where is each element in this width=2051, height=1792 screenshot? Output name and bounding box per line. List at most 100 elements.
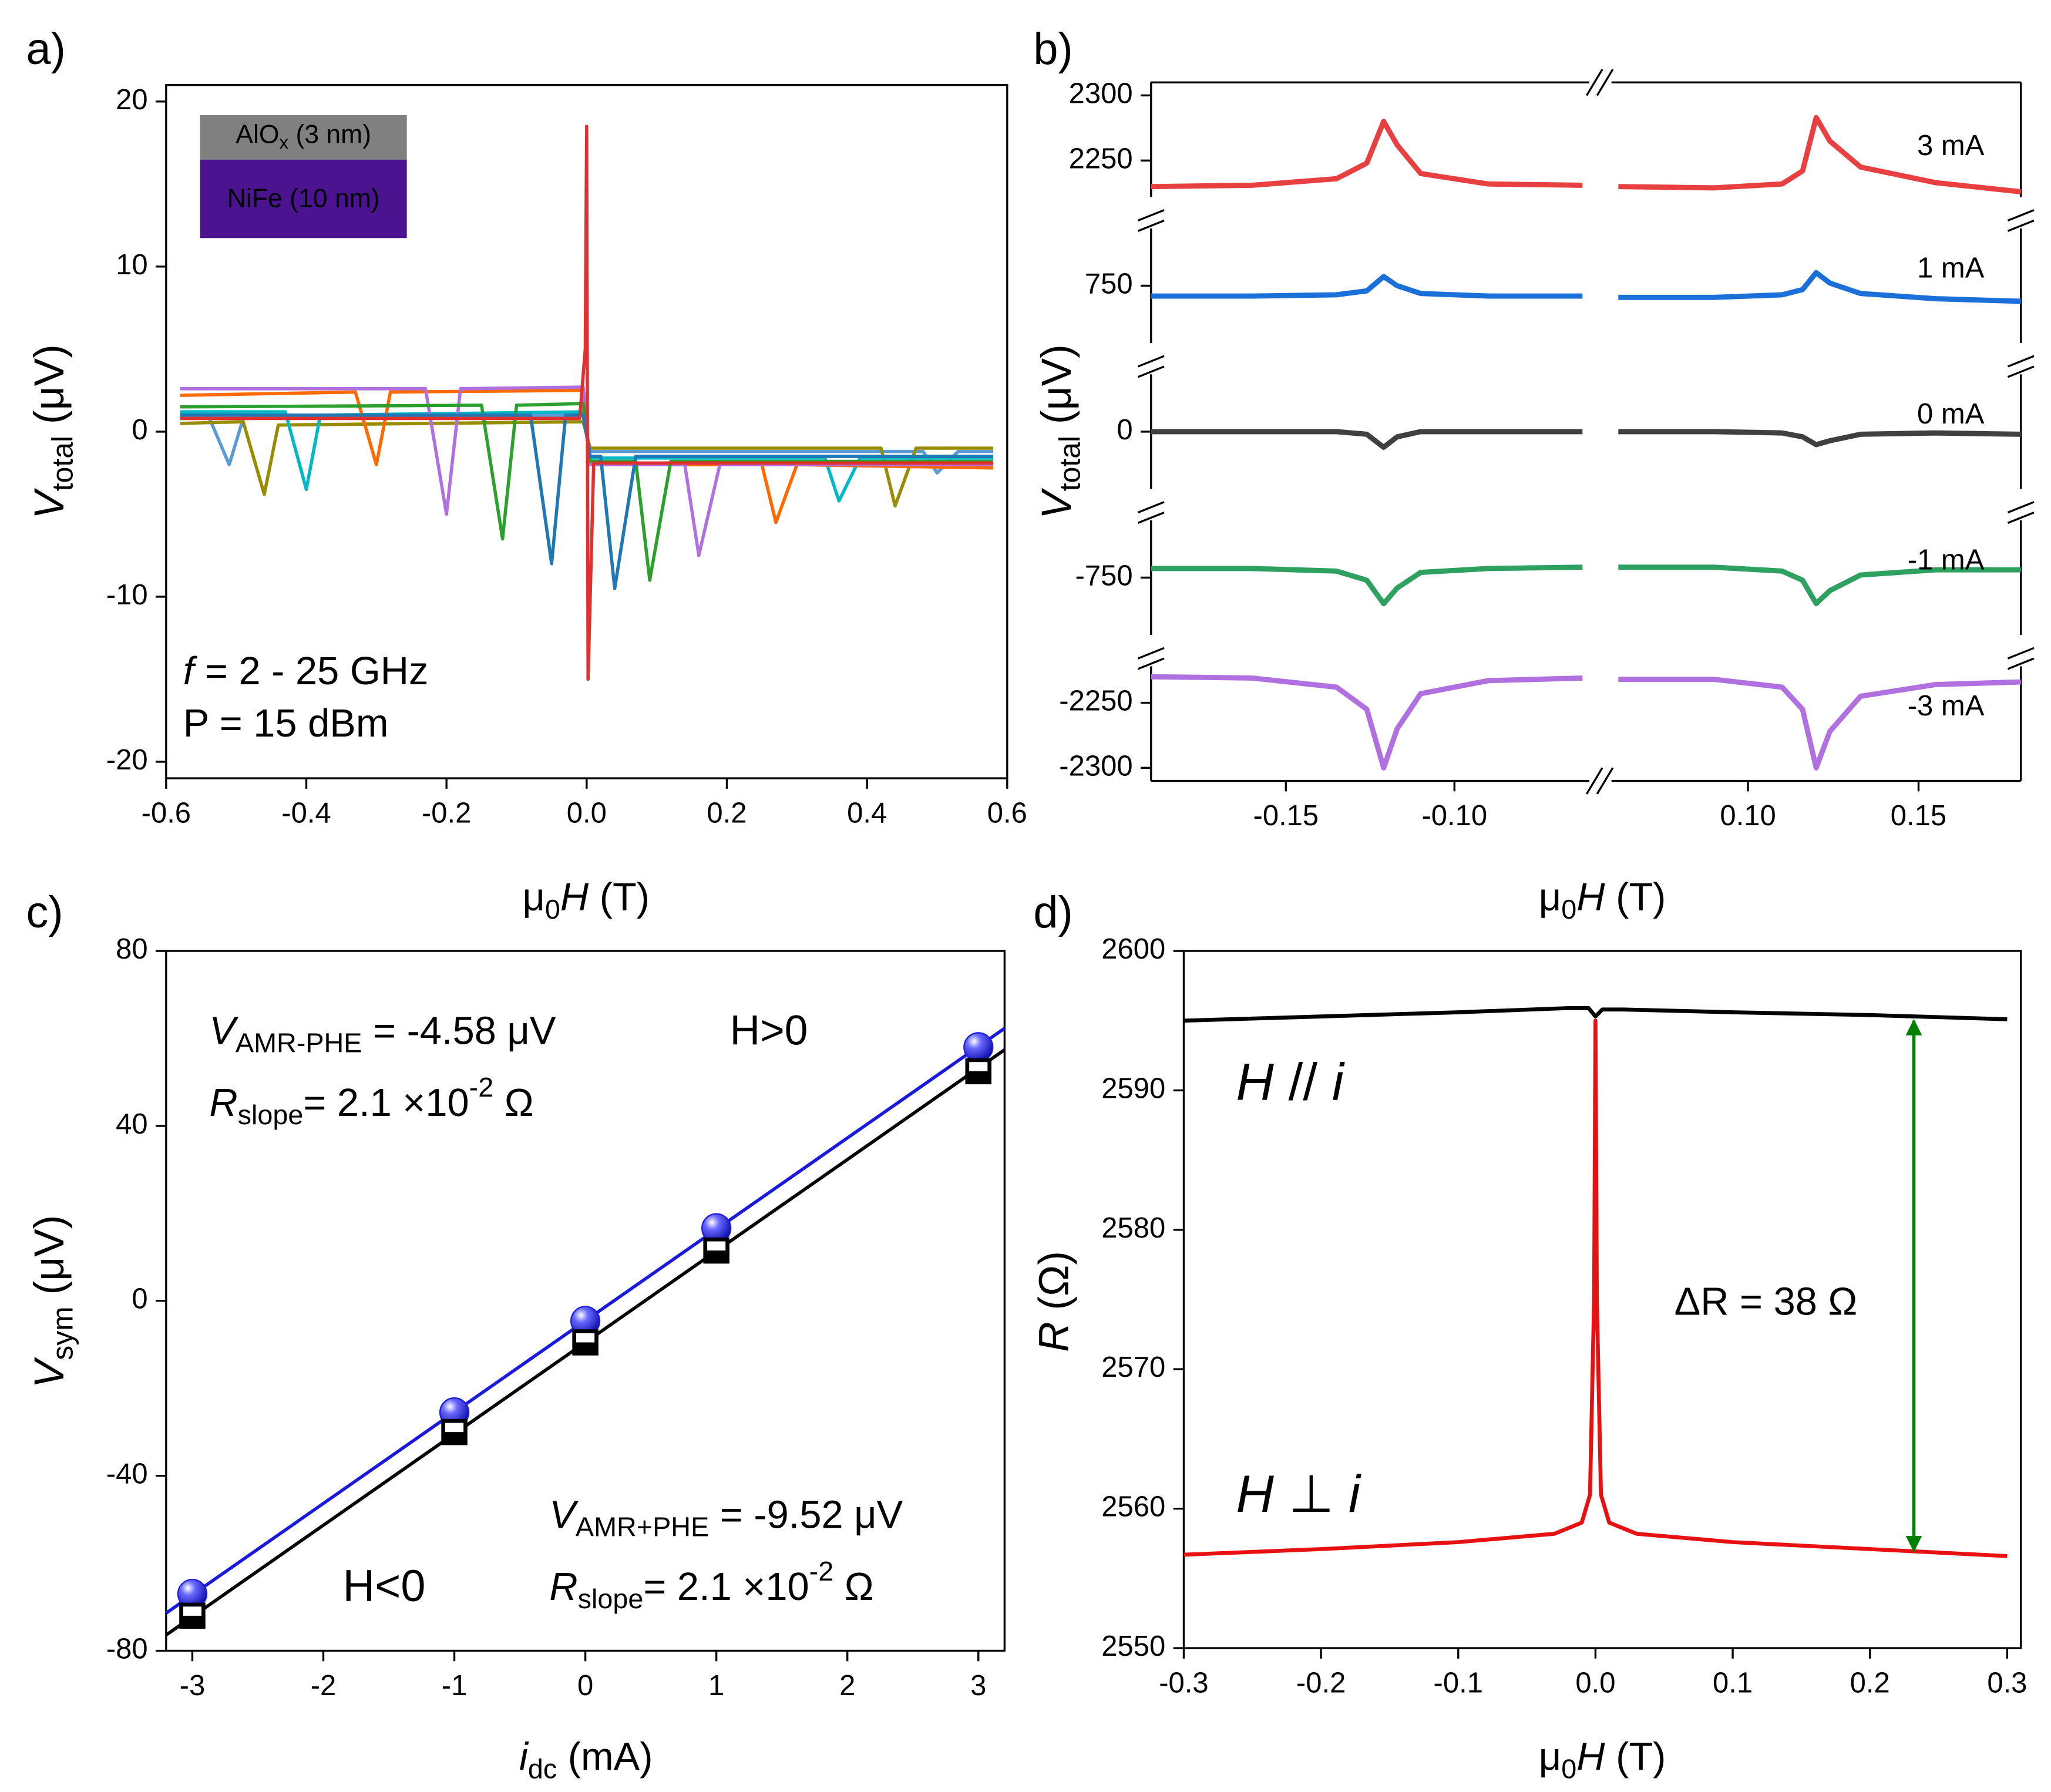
data-line [1151, 429, 2021, 450]
annotation: H<0 [343, 1561, 426, 1611]
text-run: V [209, 1009, 238, 1053]
text-run: (T) [1605, 1735, 1666, 1778]
axis-break [1585, 767, 1603, 795]
axis-break [2007, 365, 2035, 378]
text-run: sym [46, 1306, 79, 1360]
y-axis-label: Vtotal (μV) [26, 344, 79, 519]
layer-label: AlOx (3 nm) [236, 120, 371, 153]
marker-highlight [707, 1241, 726, 1251]
text-run: total [1053, 436, 1086, 491]
data-line [1151, 674, 2021, 771]
x-tick-label: 0.6 [987, 797, 1027, 829]
y-tick-label: 2300 [1069, 78, 1133, 109]
text-run: = -4.58 μV [362, 1009, 556, 1053]
annotation: Rslope= 2.1 ×10-2 Ω [549, 1556, 873, 1614]
y-axis-label: R (Ω) [1030, 1251, 1077, 1352]
axis-break [1137, 657, 1165, 670]
annotation: H ⊥ i [1236, 1464, 1361, 1522]
text-run: slope [578, 1583, 644, 1614]
axis-break [1137, 501, 1165, 514]
text-run: = 2 - 25 GHz [194, 650, 428, 693]
text-run: -2 [469, 1072, 494, 1102]
y-tick-label: 0 [132, 414, 147, 446]
y-tick-label: 2570 [1101, 1351, 1165, 1383]
x-tick-label: 0.10 [1720, 800, 1776, 832]
text-run: P = 15 dBm [183, 702, 389, 745]
marker-highlight [445, 1423, 464, 1433]
data-line [1183, 1006, 2008, 1023]
axis-break [1596, 69, 1614, 96]
text-run: AMR-PHE [236, 1028, 362, 1058]
text-run: slope [238, 1100, 304, 1130]
annotation: H // i [1236, 1052, 1345, 1111]
series-label: -3 mA [1908, 690, 1985, 722]
y-tick-label: 20 [116, 84, 148, 116]
annotation: VAMR+PHE = -9.52 μV [549, 1493, 903, 1542]
y-tick-label: 80 [116, 933, 148, 965]
text-run: μ [522, 876, 545, 919]
y-tick-label: 2590 [1101, 1072, 1165, 1104]
axis-break [1137, 365, 1165, 378]
text-run: AMR+PHE [576, 1512, 709, 1542]
axis-break [2007, 355, 2035, 368]
x-tick-label: 2 [839, 1670, 855, 1702]
y-tick-label: -40 [106, 1458, 148, 1490]
annotation: Rslope= 2.1 ×10-2 Ω [209, 1072, 533, 1130]
note: f = 2 - 25 GHz [183, 650, 429, 693]
marker [963, 1032, 994, 1063]
x-axis-label: idc (mA) [519, 1735, 653, 1784]
text-run: dc [528, 1754, 557, 1784]
text-run: H [1236, 1464, 1275, 1522]
y-tick-label: 2600 [1101, 933, 1165, 965]
x-tick-label: 0.0 [567, 797, 607, 829]
text-run: H [560, 876, 589, 919]
text-run: (μV) [26, 1215, 73, 1306]
text-run: (mA) [557, 1735, 653, 1778]
axis-break [2007, 647, 2035, 660]
y-tick-label: 750 [1085, 268, 1133, 300]
x-axis-label: μ0H (T) [1539, 1735, 1666, 1784]
axis-break [2007, 501, 2035, 514]
y-tick-label: 2550 [1101, 1630, 1165, 1662]
layer-label: NiFe (10 nm) [227, 184, 380, 213]
data-line [1151, 270, 2021, 304]
x-tick-label: -1 [442, 1670, 468, 1702]
panel-label: a) [26, 24, 66, 74]
annotation: ΔR = 38 Ω [1675, 1280, 1858, 1323]
text-run: NiFe (10 nm) [227, 184, 380, 213]
text-run: ⊥ [1274, 1464, 1349, 1522]
panel-label: d) [1033, 887, 1072, 937]
text-run: = -9.52 μV [709, 1493, 903, 1537]
text-run: μ [1539, 876, 1561, 919]
x-tick-label: -0.6 [142, 797, 191, 829]
x-tick-label: 0.4 [847, 797, 887, 829]
text-run: = 2.1 ×10 [643, 1565, 809, 1608]
y-tick-label: -750 [1075, 560, 1133, 591]
series-label: 1 mA [1917, 253, 1985, 284]
text-run: V [26, 487, 73, 519]
y-tick-label: 10 [116, 249, 148, 281]
marker-highlight [576, 1333, 595, 1343]
annotation: VAMR-PHE = -4.58 μV [209, 1009, 556, 1058]
text-run: H>0 [730, 1007, 808, 1054]
text-run: i [1332, 1052, 1345, 1111]
series-label: 0 mA [1917, 398, 1985, 430]
x-tick-label: -0.15 [1253, 800, 1319, 832]
text-run: AlO [236, 120, 279, 149]
text-run: x [280, 132, 289, 153]
y-axis-label: Vtotal (μV) [1033, 344, 1087, 519]
axis-break [1137, 647, 1165, 660]
layer-box [200, 115, 407, 160]
axis-break [2007, 657, 2035, 670]
text-run: = 2.1 ×10 [303, 1081, 469, 1124]
x-tick-label: -0.3 [1159, 1667, 1208, 1699]
x-tick-label: 0.2 [1850, 1667, 1890, 1699]
panel-label: b) [1033, 24, 1072, 74]
y-tick-label: -20 [106, 744, 148, 776]
data-line [1183, 1018, 2008, 1558]
axis-break [2007, 511, 2035, 524]
y-tick-label: -2300 [1059, 750, 1132, 782]
axis-break [1596, 767, 1614, 795]
text-run: H<0 [343, 1561, 426, 1611]
text-run: V [549, 1493, 579, 1537]
